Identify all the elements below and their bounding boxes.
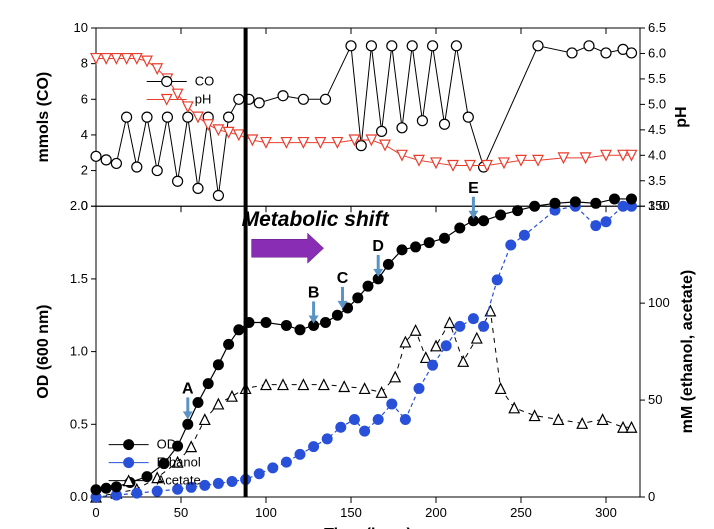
svg-text:300: 300 xyxy=(595,505,617,520)
svg-text:5.5: 5.5 xyxy=(648,71,666,86)
svg-text:150: 150 xyxy=(648,198,670,213)
svg-text:Acetate: Acetate xyxy=(157,473,201,488)
svg-text:E: E xyxy=(468,180,479,197)
svg-text:6.0: 6.0 xyxy=(648,45,666,60)
svg-text:1.0: 1.0 xyxy=(70,344,88,359)
svg-text:3.5: 3.5 xyxy=(648,173,666,188)
svg-text:50: 50 xyxy=(174,505,188,520)
svg-text:10: 10 xyxy=(74,20,88,35)
svg-text:CO: CO xyxy=(195,73,215,88)
chart-container: 050100150200250300Time (hour)0246810mmol… xyxy=(0,0,714,529)
svg-text:pH: pH xyxy=(673,106,690,127)
svg-text:4.5: 4.5 xyxy=(648,122,666,137)
svg-text:0.5: 0.5 xyxy=(70,416,88,431)
svg-text:mmols (CO): mmols (CO) xyxy=(35,72,52,163)
svg-text:5.0: 5.0 xyxy=(648,96,666,111)
svg-text:100: 100 xyxy=(255,505,277,520)
svg-text:2: 2 xyxy=(81,163,88,178)
svg-text:6: 6 xyxy=(81,91,88,106)
svg-text:A: A xyxy=(182,380,194,397)
svg-text:50: 50 xyxy=(648,392,662,407)
svg-text:0: 0 xyxy=(648,489,655,504)
svg-text:150: 150 xyxy=(340,505,362,520)
svg-text:mM (ethanol, acetate): mM (ethanol, acetate) xyxy=(679,270,696,434)
svg-text:Metabolic shift: Metabolic shift xyxy=(242,208,390,231)
svg-text:Ethanol: Ethanol xyxy=(157,455,201,470)
svg-text:200: 200 xyxy=(425,505,447,520)
svg-text:C: C xyxy=(337,270,349,287)
svg-text:0.0: 0.0 xyxy=(70,489,88,504)
svg-text:8: 8 xyxy=(81,56,88,71)
svg-text:6.5: 6.5 xyxy=(648,20,666,35)
svg-text:D: D xyxy=(372,238,384,255)
svg-text:pH: pH xyxy=(195,91,212,106)
svg-text:OD (600 nm): OD (600 nm) xyxy=(35,304,52,398)
svg-text:B: B xyxy=(308,284,320,301)
svg-text:250: 250 xyxy=(510,505,532,520)
chart-svg: 050100150200250300Time (hour)0246810mmol… xyxy=(0,0,714,529)
svg-text:OD: OD xyxy=(157,437,177,452)
svg-text:0: 0 xyxy=(92,505,99,520)
svg-text:4.0: 4.0 xyxy=(648,147,666,162)
svg-text:1.5: 1.5 xyxy=(70,271,88,286)
svg-text:100: 100 xyxy=(648,295,670,310)
svg-text:4: 4 xyxy=(81,127,88,142)
svg-text:2.0: 2.0 xyxy=(70,198,88,213)
